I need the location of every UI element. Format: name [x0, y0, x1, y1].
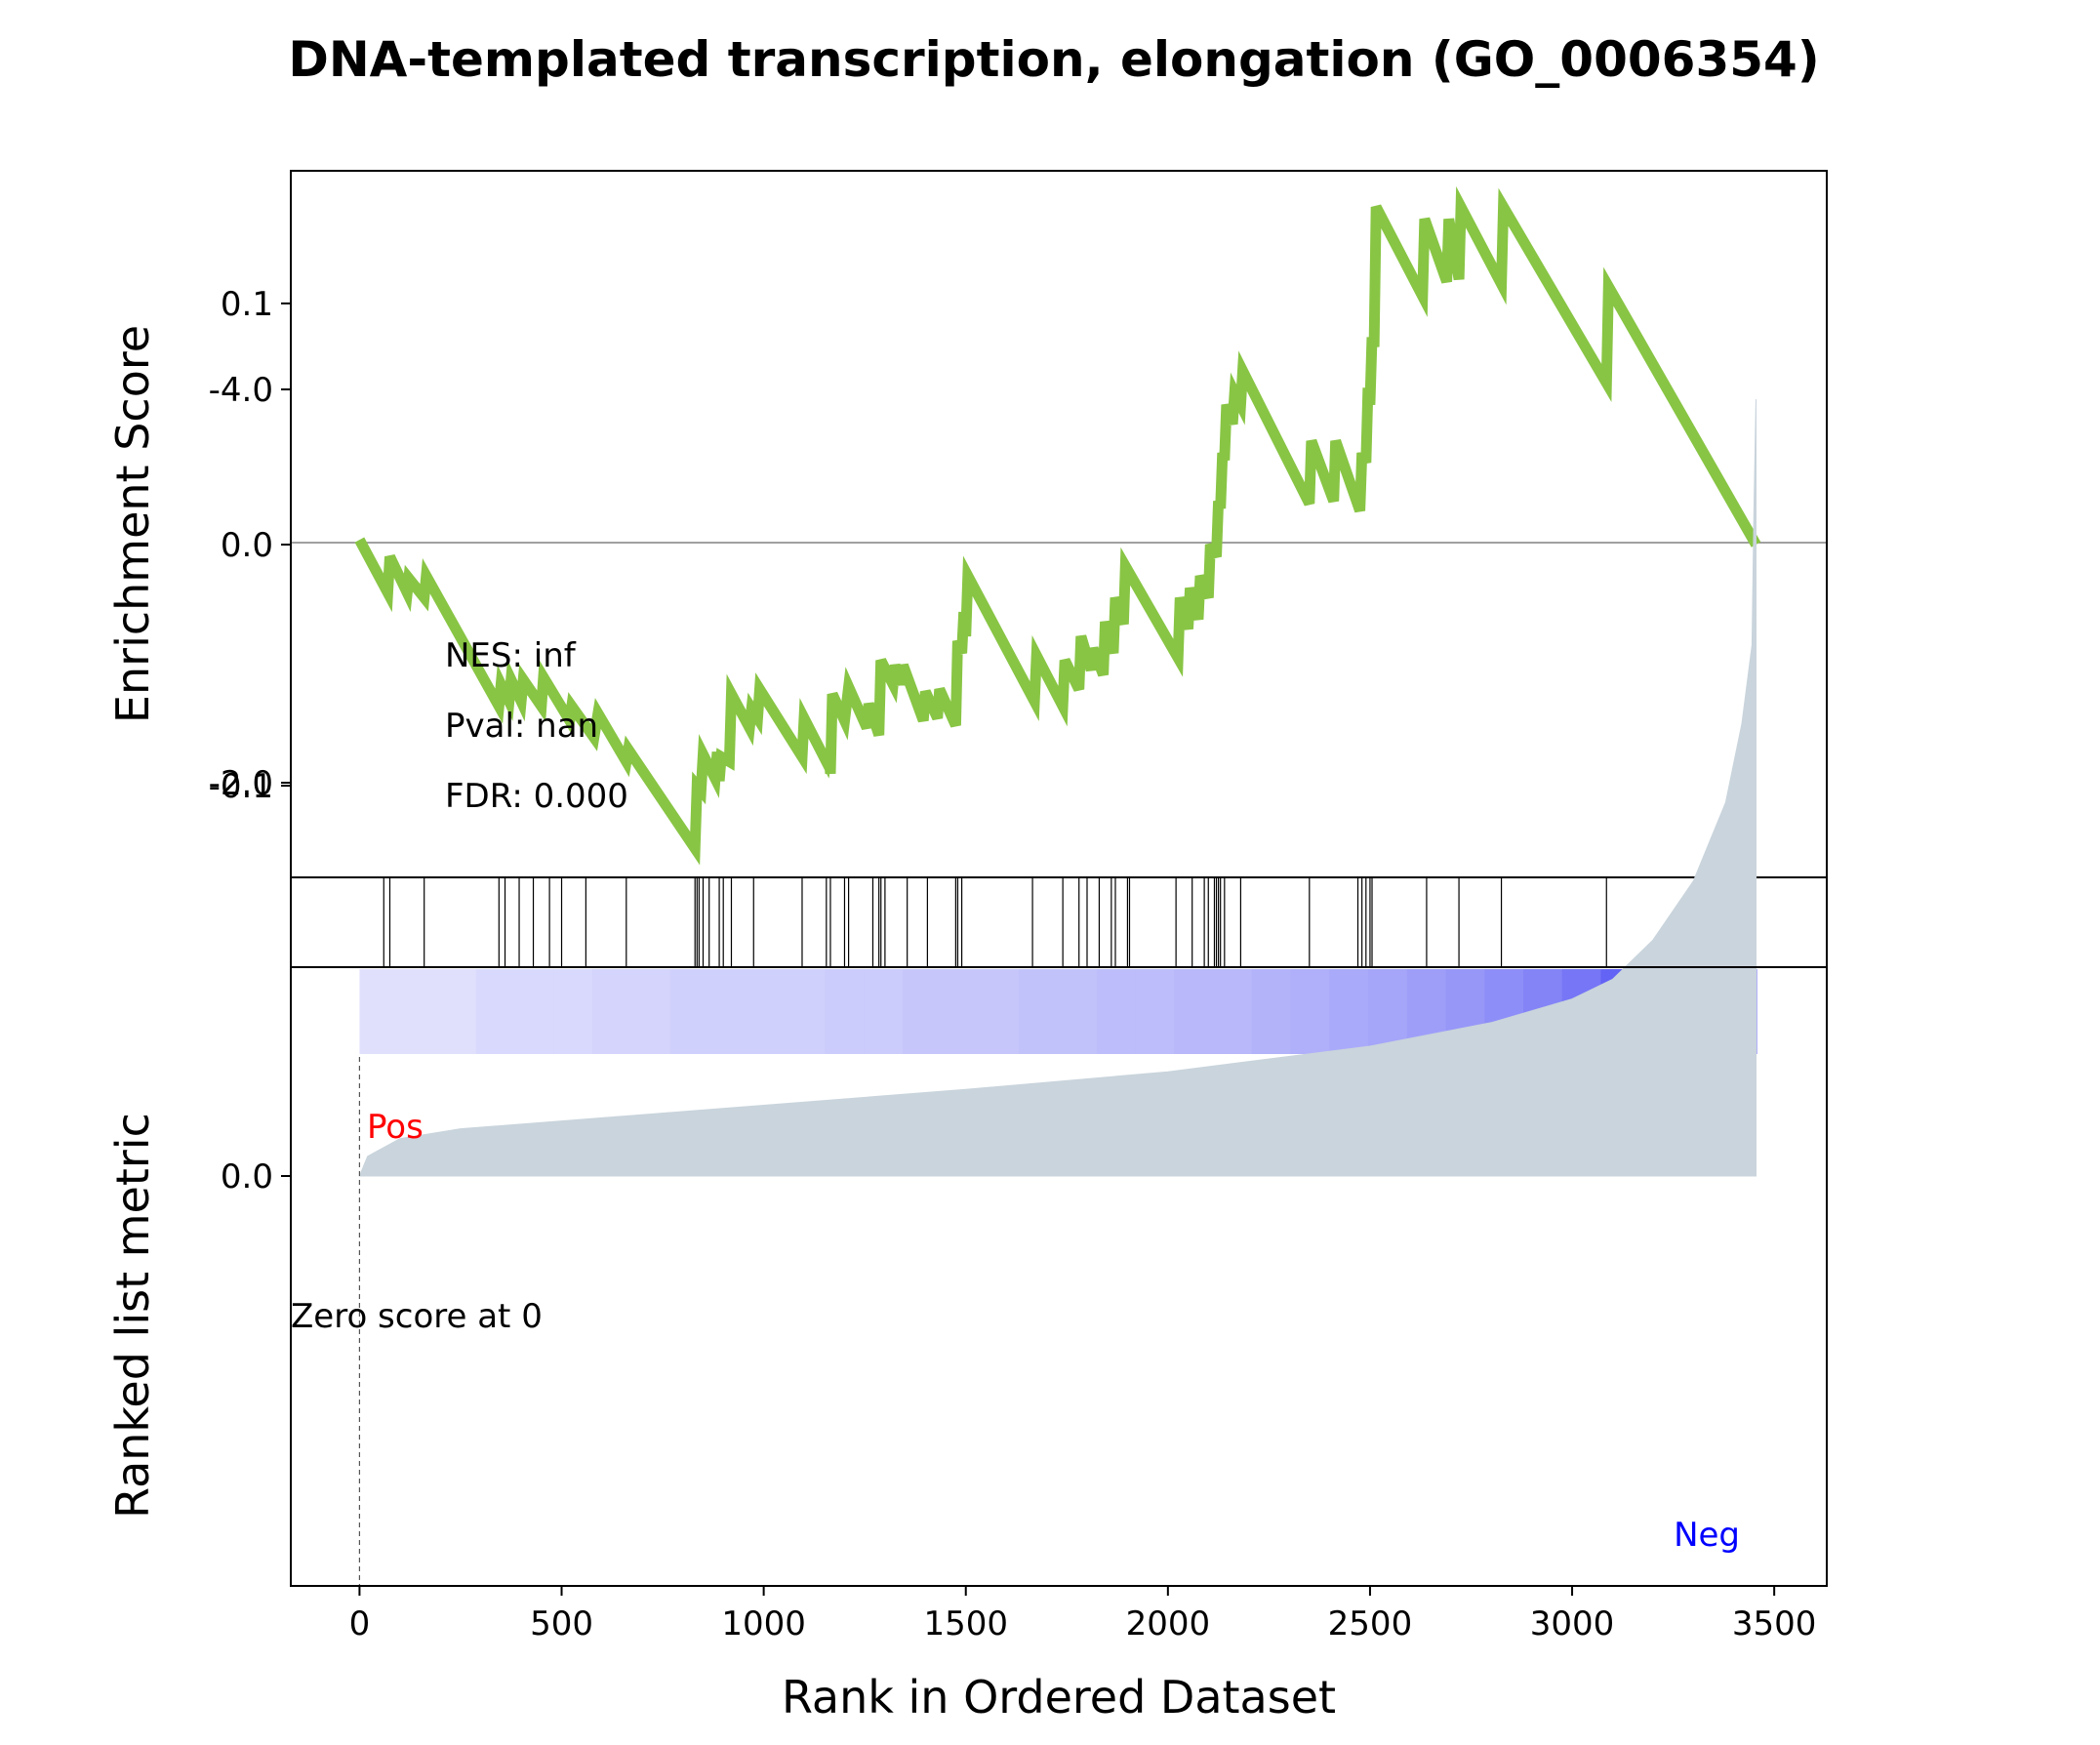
heatmap-cell: [514, 969, 554, 1054]
es-annotation: NES: inf: [445, 636, 577, 675]
rank-panel: Pos Neg Zero score at 0 0.0 -2.0 -4.0 0 500…: [106, 371, 1828, 1724]
rank-axes-frame: [290, 966, 1828, 1587]
x-tick-label: 0: [349, 1604, 371, 1644]
heatmap-cell: [1290, 969, 1331, 1054]
es-annotations: NES: inf Pval: nan FDR: 0.000: [445, 636, 628, 816]
heatmap-cell: [436, 969, 477, 1054]
pos-label: Pos: [367, 1108, 424, 1147]
hit-lines: [383, 877, 1607, 967]
heatmap-cell: [708, 969, 748, 1054]
x-tick-label: 3500: [1732, 1604, 1817, 1644]
es-y-tick-label: -0.1: [209, 767, 273, 806]
heatmap-cell: [553, 969, 593, 1054]
heatmap-cell: [398, 969, 438, 1054]
heatmap-cell: [1251, 969, 1292, 1054]
heatmap-cell: [825, 969, 865, 1054]
x-tick-label: 500: [530, 1604, 593, 1644]
heatmap-cell: [786, 969, 827, 1054]
heatmap-cell: [941, 969, 982, 1054]
heatmap-cell: [669, 969, 709, 1054]
rank-metric-area: [358, 399, 1757, 1177]
es-y-tick-label: 0.1: [221, 285, 273, 324]
neg-label: Neg: [1674, 1516, 1740, 1555]
x-tick-label: 2000: [1126, 1604, 1211, 1644]
hits-panel: [290, 876, 1828, 968]
heatmap-cell: [1135, 969, 1176, 1054]
rank-y-tick-label: -2.0: [209, 764, 273, 803]
x-tick-label: 3000: [1530, 1604, 1615, 1644]
es-y-ticks: 0.1 0.0 -0.1: [209, 285, 291, 806]
es-axes-frame: [290, 170, 1828, 878]
chart-title: DNA-templated transcription, elongation …: [288, 31, 1819, 88]
rank-y-tick-label: 0.0: [221, 1157, 273, 1197]
x-ticks: 0 500 1000 1500 2000 2500 3000 3500: [349, 1586, 1817, 1644]
heatmap-cell: [1019, 969, 1059, 1054]
heatmap-cell: [1329, 969, 1369, 1054]
heatmap-cell: [864, 969, 904, 1054]
x-tick-label: 1500: [923, 1604, 1008, 1644]
heatmap-cell: [359, 969, 399, 1054]
x-axis-label: Rank in Ordered Dataset: [782, 1671, 1336, 1724]
heatmap-cell: [1174, 969, 1214, 1054]
heatmap-cell: [902, 969, 943, 1054]
heatmap-cell: [630, 969, 671, 1054]
hits-frame: [290, 876, 1828, 968]
x-tick-label: 2500: [1328, 1604, 1413, 1644]
rank-y-ticks: 0.0 -2.0 -4.0: [209, 371, 291, 1197]
rank-ylabel: Ranked list metric: [106, 1113, 159, 1519]
es-annotation: Pval: nan: [445, 707, 598, 746]
heatmap-cell: [747, 969, 788, 1054]
rank-y-tick-label: -4.0: [209, 371, 273, 410]
x-tick-label: 1000: [721, 1604, 806, 1644]
heatmap-cell: [1057, 969, 1098, 1054]
es-panel: 0.1 0.0 -0.1 NES: inf Pval: nan FDR: 0.000 E…: [106, 170, 1828, 878]
es-line: [354, 185, 1761, 866]
heatmap-cell: [475, 969, 516, 1054]
es-ylabel: Enrichment Score: [106, 325, 159, 723]
zero-score-label: Zero score at 0: [291, 1297, 543, 1336]
heatmap-cell: [980, 969, 1021, 1054]
heatmap-cell: [1096, 969, 1137, 1054]
es-annotation: FDR: 0.000: [445, 777, 628, 816]
heatmap-cell: [1212, 969, 1253, 1054]
es-y-tick-label: 0.0: [221, 526, 273, 565]
heatmap-cell: [591, 969, 632, 1054]
